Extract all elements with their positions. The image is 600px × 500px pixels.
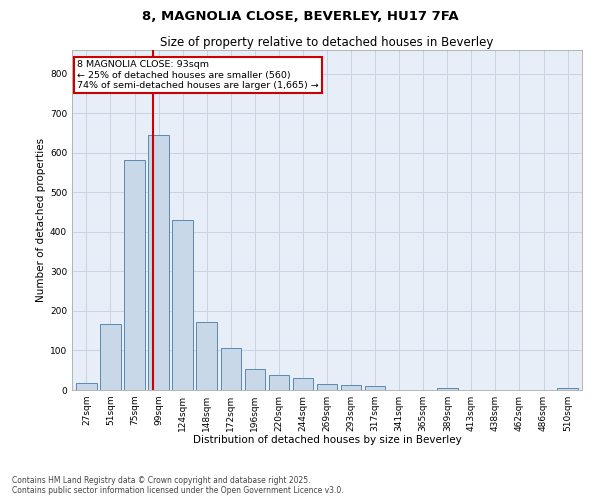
Text: 8, MAGNOLIA CLOSE, BEVERLEY, HU17 7FA: 8, MAGNOLIA CLOSE, BEVERLEY, HU17 7FA (142, 10, 458, 23)
Bar (341, 386, 361, 390)
X-axis label: Distribution of detached houses by size in Beverley: Distribution of detached houses by size … (193, 436, 461, 446)
Text: Contains HM Land Registry data © Crown copyright and database right 2025.
Contai: Contains HM Land Registry data © Crown c… (12, 476, 344, 495)
Bar (557, 388, 578, 390)
Text: 8 MAGNOLIA CLOSE: 93sqm
← 25% of detached houses are smaller (560)
74% of semi-d: 8 MAGNOLIA CLOSE: 93sqm ← 25% of detache… (77, 60, 319, 90)
Bar (245, 369, 265, 390)
Y-axis label: Number of detached properties: Number of detached properties (36, 138, 46, 302)
Bar (148, 135, 169, 390)
Bar (100, 324, 121, 390)
Bar (269, 375, 289, 390)
Bar (437, 388, 458, 390)
Bar (124, 160, 145, 390)
Bar (172, 220, 193, 390)
Bar (365, 386, 385, 390)
Bar (76, 383, 97, 390)
Bar (221, 348, 241, 390)
Bar (317, 384, 337, 390)
Bar (196, 322, 217, 390)
Title: Size of property relative to detached houses in Beverley: Size of property relative to detached ho… (160, 36, 494, 49)
Bar (293, 378, 313, 390)
